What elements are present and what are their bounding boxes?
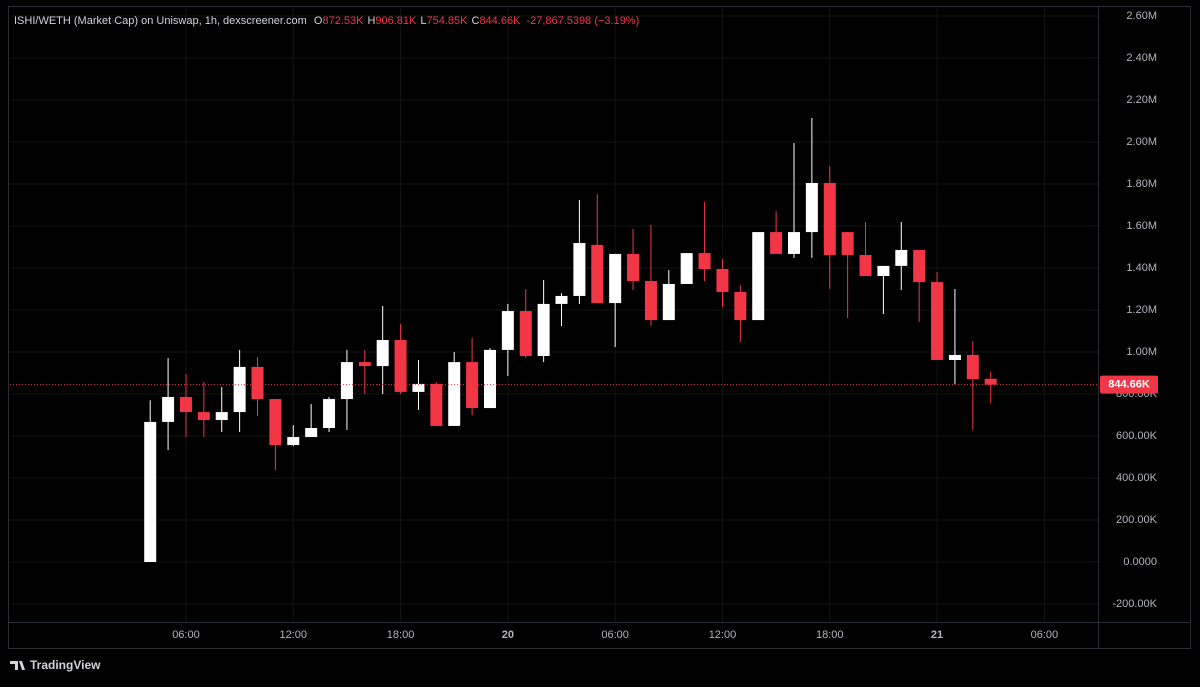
candle-body [573, 243, 586, 296]
x-tick-label: 12:00 [280, 629, 308, 641]
y-tick-label: 1.40M [1126, 262, 1157, 274]
candle-body [805, 182, 818, 233]
candle-body [483, 349, 496, 409]
candle-body [787, 232, 800, 254]
legend-key: O [314, 15, 323, 27]
candle-body [269, 399, 282, 446]
candle-body [215, 412, 228, 421]
x-tick-label: 06:00 [172, 629, 200, 641]
candle-body [340, 362, 353, 400]
legend-symbol: ISHI/WETH (Market Cap) on Uniswap, 1h, d… [14, 15, 307, 27]
y-tick-label: 1.80M [1126, 178, 1157, 190]
candle-body [680, 253, 693, 284]
candle-body [698, 253, 711, 270]
x-tick-label: 18:00 [816, 629, 844, 641]
y-tick-label: 400.00K [1116, 472, 1158, 484]
y-tick-label: 600.00K [1116, 430, 1158, 442]
y-tick-label: 2.20M [1126, 94, 1157, 106]
candle-body [877, 265, 890, 276]
candle-body [501, 311, 514, 350]
y-tick-label: 2.40M [1126, 52, 1157, 64]
last-price-tag [1100, 375, 1158, 394]
candle-body [966, 354, 979, 380]
legend-value: 754.85K [427, 15, 469, 27]
candle-body [537, 303, 550, 356]
candle-body [519, 311, 532, 356]
y-tick-label: 2.60M [1126, 10, 1157, 22]
candle-body [770, 232, 783, 254]
candle-body [895, 249, 908, 266]
candle-body [662, 283, 675, 321]
candle-body [197, 412, 210, 421]
candle-body [627, 253, 640, 282]
x-tick-label: 18:00 [387, 629, 415, 641]
candle-body [984, 378, 997, 385]
candle-body [233, 366, 246, 413]
x-tick-label: 06:00 [601, 629, 629, 641]
candle-body [144, 421, 157, 563]
y-tick-label: 1.60M [1126, 220, 1157, 232]
x-tick-label: 21 [931, 629, 943, 641]
panel-border [8, 6, 1191, 649]
legend-value: 872.53K [322, 15, 364, 27]
candle-body [162, 396, 175, 422]
candle-body [841, 232, 854, 255]
candle-body [716, 269, 729, 292]
grid [10, 8, 1098, 622]
candle-body [859, 254, 872, 276]
candle-body [734, 291, 747, 321]
y-tick-label: 0.0000 [1123, 556, 1157, 568]
candle-body [179, 396, 192, 413]
candle-body [376, 340, 389, 367]
last-price-label: 844.66K [1108, 379, 1150, 391]
x-tick-label: 20 [502, 629, 514, 641]
legend-key: C [471, 15, 479, 27]
candle-body [358, 362, 371, 367]
y-tick-label: 200.00K [1116, 514, 1158, 526]
legend-key: L [420, 15, 426, 27]
candles [144, 118, 997, 563]
x-tick-label: 12:00 [709, 629, 737, 641]
candle-body [931, 282, 944, 360]
legend-value: 844.66K [479, 15, 521, 27]
legend-change: -27,867.5398 (−3.19%) [526, 15, 639, 27]
candle-body [913, 249, 926, 283]
y-tick-label: -200.00K [1112, 598, 1157, 610]
candle-body [412, 383, 425, 392]
candle-body [287, 437, 300, 446]
candle-body [609, 253, 622, 304]
candle-body [823, 182, 836, 255]
candle-body [644, 281, 657, 321]
y-tick-label: 2.00M [1126, 136, 1157, 148]
candle-body [305, 428, 318, 438]
candle-body [251, 366, 264, 400]
brand-logo [10, 661, 25, 670]
y-tick-label: 1.20M [1126, 304, 1157, 316]
candle-body [555, 295, 568, 304]
candle-body [430, 383, 443, 426]
candle-body [394, 340, 407, 392]
candle-body [948, 354, 961, 360]
legend-key: H [367, 15, 375, 27]
candle-body [448, 362, 461, 426]
y-tick-label: 1.00M [1126, 346, 1157, 358]
candle-body [323, 399, 336, 429]
x-tick-label: 06:00 [1031, 629, 1059, 641]
brand-name: TradingView [30, 658, 101, 672]
brand: TradingView [10, 658, 101, 672]
candle-body [591, 244, 604, 304]
legend-value: 906.81K [375, 15, 417, 27]
legend: ISHI/WETH (Market Cap) on Uniswap, 1h, d… [14, 15, 639, 27]
candle-body [752, 232, 765, 321]
